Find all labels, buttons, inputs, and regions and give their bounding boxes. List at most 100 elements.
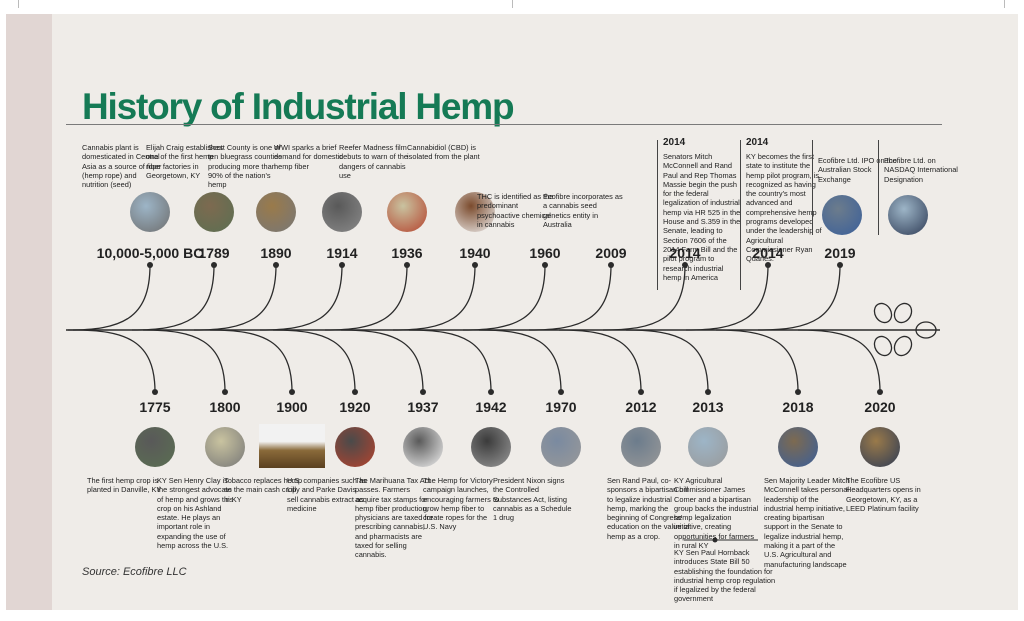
connector-dot [542, 262, 548, 268]
connector-dot [404, 262, 410, 268]
event-description: Ecofibre Ltd. IPO on the Australian Stoc… [818, 156, 897, 184]
connector-curve [602, 264, 686, 331]
connector-curve [558, 329, 642, 393]
connector-dot [638, 389, 644, 395]
event-year: 2013 [692, 399, 724, 415]
connector-curve [757, 264, 841, 331]
event-year: 1940 [459, 245, 491, 261]
ww1-photo [322, 192, 362, 232]
connector-curve [209, 329, 293, 393]
connector-dot [488, 389, 494, 395]
event-description: Ecofibre incorporates as a cannabis seed… [543, 192, 623, 229]
nixon-photo [541, 427, 581, 467]
connector-dot [877, 389, 883, 395]
event-description: Tobacco replaces hemp as the main cash c… [224, 476, 303, 504]
connector-dot [147, 262, 153, 268]
event-year: 10,000-5,000 BC [96, 245, 204, 261]
event-description: The Marihuana Tax Act passes. Farmers ac… [355, 476, 434, 560]
event-year: 2014 [752, 245, 784, 261]
connector-curve [478, 329, 562, 393]
event-description: KY Agricultural Commissioner James Comer… [674, 476, 759, 551]
connector-dot [705, 389, 711, 395]
note-dot [712, 537, 718, 543]
crop-mark [18, 0, 19, 8]
mcconnell-photo [778, 427, 818, 467]
connector-dot [289, 389, 295, 395]
event-description: The Hemp for Victory campaign launches, … [423, 476, 499, 532]
event-year: 2012 [625, 399, 657, 415]
event-year: 1960 [529, 245, 561, 261]
event-year-small: 2014 [746, 137, 769, 148]
event-year: 1789 [198, 245, 230, 261]
connector-curve [340, 329, 424, 393]
connector-dot [795, 389, 801, 395]
connector-curve [797, 329, 881, 393]
infographic-card [6, 14, 1018, 610]
connector-dot [682, 262, 688, 268]
connector-curve [67, 264, 151, 331]
event-description: The Ecofibre US Headquarters opens in Ge… [846, 476, 921, 513]
leaf-icon [893, 335, 913, 357]
map-photo [135, 427, 175, 467]
event-year: 1900 [276, 399, 308, 415]
leaf-icon [873, 302, 893, 324]
event-year: 1920 [339, 399, 371, 415]
event-rule [878, 140, 879, 235]
event-description: The first hemp crop is planted in Danvil… [87, 476, 162, 495]
event-description: Sen Rand Paul, co-sponsors a bipartisan … [607, 476, 690, 541]
event-description: KY becomes the first state to institute … [746, 152, 822, 264]
connector-curve [193, 264, 277, 331]
leaf-icon [893, 302, 913, 324]
event-description: Reefer Madness film debuts to warn of th… [339, 143, 409, 180]
tobacco-photo [259, 424, 325, 468]
event-description: KY Sen Henry Clay is the strongest advoc… [157, 476, 234, 551]
rand-paul-photo [621, 427, 661, 467]
connector-dot [420, 389, 426, 395]
connector-dot [352, 389, 358, 395]
hq-photo [860, 427, 900, 467]
event-year: 2009 [595, 245, 627, 261]
event-year: 2018 [782, 399, 814, 415]
event-description: Sen Majority Leader Mitch McConnell take… [764, 476, 850, 569]
event-year: 2014 [669, 245, 701, 261]
connector-curve [625, 329, 709, 393]
leaf-icon [873, 335, 893, 357]
crop-mark [1004, 0, 1005, 8]
event-rule [740, 140, 741, 290]
connector-curve [685, 264, 769, 331]
cbd-molecule [455, 192, 495, 232]
connector-curve [715, 329, 799, 393]
event-rule [812, 140, 813, 235]
asx-photo [822, 195, 862, 235]
connector-curve [408, 329, 492, 393]
connector-curve [462, 264, 546, 331]
connector-curve [528, 264, 612, 331]
connector-dot [222, 389, 228, 395]
event-description-extra: KY Sen Paul Hornback introduces State Bi… [674, 548, 776, 604]
event-description: WWI sparks a brief demand for domestic h… [274, 143, 344, 171]
event-year: 1936 [391, 245, 423, 261]
event-year: 1914 [326, 245, 358, 261]
source-credit: Source: Ecofibre LLC [82, 566, 187, 578]
connector-dot [211, 262, 217, 268]
hemp-for-victory-poster [471, 427, 511, 467]
connector-dot [339, 262, 345, 268]
event-description: Elijah Craig establishes one of the firs… [146, 143, 223, 180]
event-description: Cannabidiol (CBD) is isolated from the p… [407, 143, 480, 162]
event-year: 1800 [209, 399, 241, 415]
leaf-icon [915, 321, 937, 339]
event-year: 1775 [139, 399, 171, 415]
crop-mark [512, 0, 513, 8]
connector-dot [152, 389, 158, 395]
event-description: Ecofibre Ltd. on NASDAQ International De… [884, 156, 958, 184]
connector-curve [272, 329, 356, 393]
event-year-small: 2014 [663, 137, 686, 148]
left-accent-bar [6, 14, 52, 610]
event-description: President Nixon signs the Controlled Sub… [493, 476, 572, 523]
pharmacy-photo [335, 427, 375, 467]
connector-dot [558, 389, 564, 395]
hemp-field-photo [194, 192, 234, 232]
event-year: 1937 [407, 399, 439, 415]
reefer-madness-poster [387, 192, 427, 232]
